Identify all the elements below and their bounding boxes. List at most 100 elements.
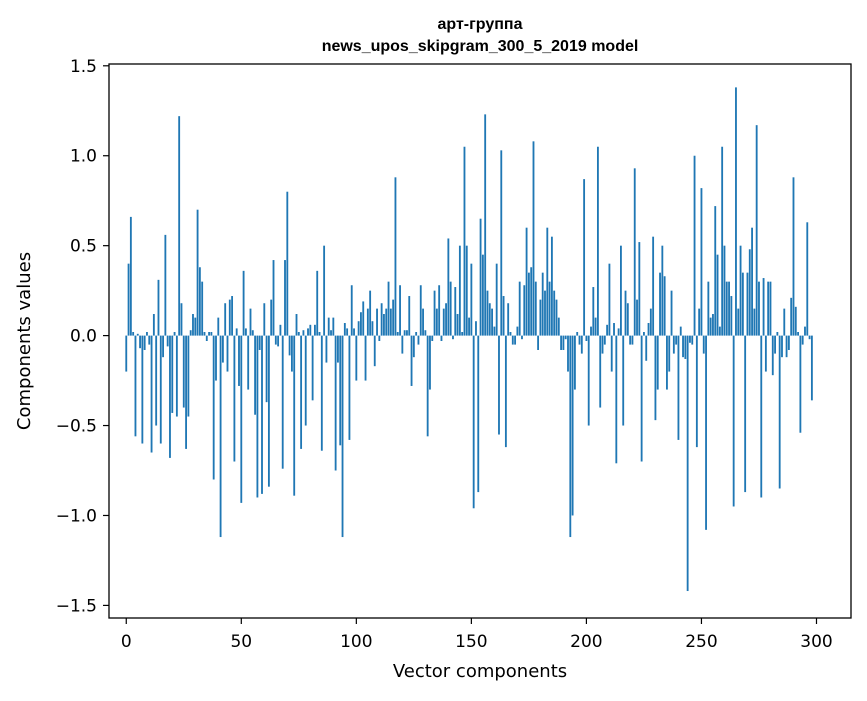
bar (194, 317, 197, 336)
bar (744, 335, 747, 493)
bar (714, 206, 717, 336)
bar (426, 335, 429, 437)
bar (417, 335, 420, 345)
bar (346, 328, 349, 336)
bar (463, 146, 466, 336)
bar (157, 279, 160, 336)
bar (208, 332, 210, 336)
bar (155, 335, 158, 426)
bar (438, 285, 441, 336)
bar (369, 290, 372, 336)
bar (465, 245, 468, 336)
bar (251, 330, 254, 336)
bar (148, 335, 151, 345)
bar (580, 335, 583, 354)
bar (682, 335, 684, 358)
bar (776, 332, 779, 336)
bar (472, 335, 475, 509)
bar (258, 335, 261, 350)
y-axis-ticks: 1.5 1.0 0.5 0.0 −0.5 −1.0 −1.5 (56, 57, 109, 616)
bar (348, 335, 351, 440)
bar (254, 335, 257, 415)
bar (654, 335, 657, 421)
bar (725, 281, 728, 336)
bar (679, 326, 682, 336)
bar (136, 333, 139, 336)
bar (293, 335, 296, 496)
bar (810, 335, 813, 401)
bar (544, 290, 546, 336)
bar (670, 290, 673, 336)
bar (205, 335, 208, 341)
bar (672, 335, 675, 354)
bar (755, 125, 758, 336)
bar (221, 335, 224, 363)
bar (486, 290, 489, 336)
bar (594, 317, 597, 336)
bar (281, 335, 284, 469)
bar (272, 260, 275, 336)
bar (311, 335, 314, 401)
bar (408, 296, 411, 336)
x-tick-label: 150 (455, 632, 487, 652)
bar (265, 335, 268, 403)
bar (488, 303, 491, 336)
x-tick-label: 0 (121, 632, 132, 652)
bar (385, 308, 388, 336)
bar (231, 296, 234, 336)
bar (318, 332, 321, 336)
bar (735, 87, 737, 336)
bar (737, 308, 740, 336)
bar (247, 335, 250, 390)
bar (380, 303, 383, 336)
bar (546, 227, 549, 336)
y-tick-label: −1.5 (56, 596, 97, 616)
bar (613, 323, 615, 336)
bar (297, 332, 300, 336)
bar (219, 335, 222, 538)
bar (284, 260, 286, 336)
bar (274, 335, 277, 345)
bar (295, 314, 298, 336)
bar (314, 324, 316, 336)
bar (500, 150, 503, 336)
bar (615, 335, 618, 464)
bar (562, 335, 565, 350)
bar (633, 168, 636, 336)
bar (668, 335, 671, 372)
bar (435, 308, 438, 336)
bar (764, 335, 767, 372)
bar (771, 335, 774, 376)
bar (300, 335, 303, 449)
bar (525, 227, 528, 336)
bar (146, 332, 148, 336)
bar (150, 335, 153, 453)
bar (286, 191, 289, 336)
bar (705, 335, 707, 530)
bar (698, 308, 701, 336)
bar (712, 314, 714, 336)
bar (511, 335, 514, 345)
y-tick-label: 0.0 (70, 327, 97, 347)
bar (166, 335, 169, 347)
bar (718, 326, 721, 336)
bar (127, 263, 130, 336)
bar (666, 335, 668, 390)
bar (629, 335, 632, 345)
plot-frame (108, 63, 852, 619)
bar (534, 281, 537, 336)
bar (748, 249, 751, 336)
bar (267, 335, 270, 487)
bar (709, 317, 712, 336)
bar (353, 328, 355, 336)
bar (741, 272, 744, 336)
bar (645, 335, 648, 361)
x-tick-label: 300 (800, 632, 832, 652)
bar (592, 287, 595, 336)
bar (376, 308, 378, 336)
bar (325, 335, 328, 363)
bar (539, 299, 542, 336)
bar (640, 335, 643, 462)
bar (700, 188, 703, 336)
bar (785, 335, 788, 358)
